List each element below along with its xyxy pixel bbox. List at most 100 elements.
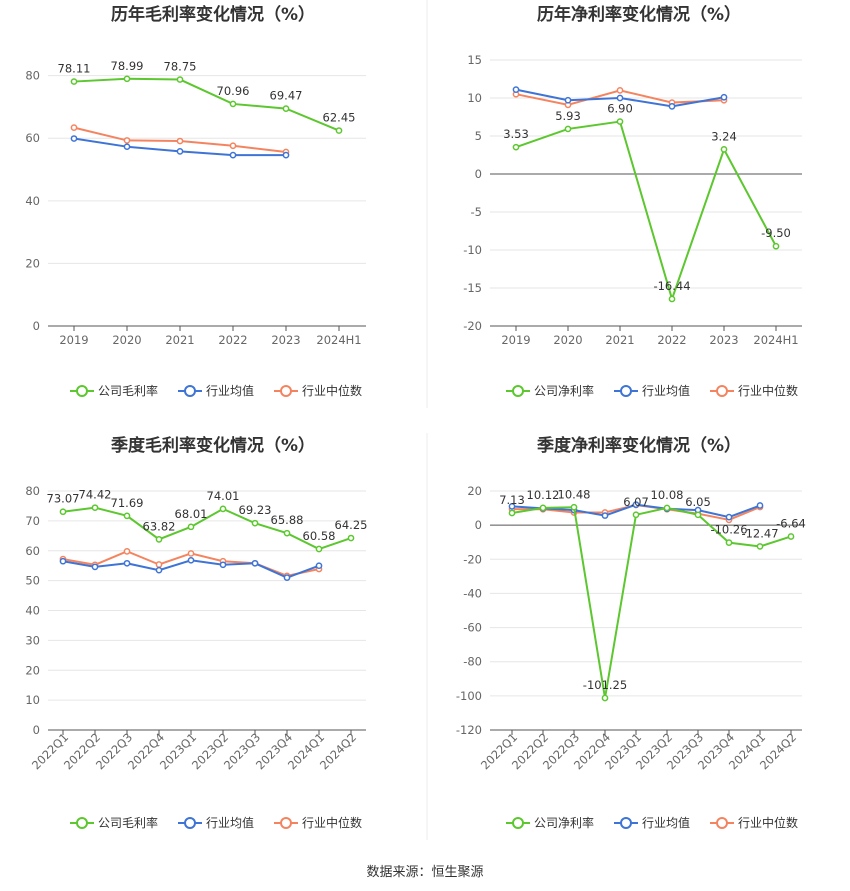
data-point <box>176 76 184 83</box>
y-tick-label: 60 <box>25 131 40 145</box>
data-point <box>123 75 131 83</box>
data-point <box>720 146 728 153</box>
data-label: 3.24 <box>711 129 737 143</box>
data-point <box>347 534 355 542</box>
data-label: 78.99 <box>111 59 144 73</box>
data-point <box>756 502 764 509</box>
data-point <box>512 143 520 151</box>
y-tick-label: 80 <box>25 484 40 498</box>
data-point <box>539 504 547 512</box>
data-point <box>632 511 640 519</box>
y-tick-label: -120 <box>456 723 482 737</box>
data-point <box>155 561 163 568</box>
y-tick-label: 10 <box>25 693 40 707</box>
legend-circle-marker <box>184 817 196 829</box>
data-source-note: 数据来源：恒生聚源 <box>366 865 483 880</box>
y-tick-label: 60 <box>25 544 40 558</box>
data-label: 10.08 <box>651 488 684 502</box>
legend-item: 公司净利率 <box>534 383 594 398</box>
y-tick-label: -60 <box>463 621 482 635</box>
chart-panel-4: 季度净利率变化情况（%）-120-100-80-60-40-200202022Q… <box>456 435 806 830</box>
data-label: 70.96 <box>217 84 250 98</box>
legend-circle-marker <box>716 817 728 829</box>
data-point <box>787 533 795 540</box>
data-point <box>564 125 572 133</box>
data-point <box>219 505 227 513</box>
y-tick-label: 0 <box>33 319 40 333</box>
chart-panel-3: 季度毛利率变化情况（%）010203040506070802022Q12022Q… <box>25 435 367 830</box>
data-point <box>123 559 131 567</box>
data-point <box>570 503 578 511</box>
data-point <box>187 550 195 557</box>
legend-item: 公司毛利率 <box>98 383 158 398</box>
series-line-company <box>515 120 777 303</box>
x-tick-label: 2023 <box>271 333 300 347</box>
legend-circle-marker <box>716 385 728 397</box>
data-point <box>601 694 609 702</box>
data-point <box>508 503 516 510</box>
series-line-company <box>511 506 792 699</box>
data-point <box>315 545 323 553</box>
y-tick-label: -15 <box>463 281 482 295</box>
data-point <box>123 137 131 144</box>
legend: 公司毛利率 行业均值 行业中位数 <box>70 815 362 830</box>
legend-circle-marker <box>620 817 632 829</box>
data-label: 69.23 <box>239 503 272 517</box>
x-tick-label: 2020 <box>553 333 582 347</box>
chart-title: 历年毛利率变化情况（%） <box>111 4 315 25</box>
legend-item: 公司净利率 <box>534 815 594 830</box>
x-tick-label: 2022 <box>218 333 247 347</box>
legend-item: 行业均值 <box>206 815 254 830</box>
x-tick-label: 2023 <box>709 333 738 347</box>
x-tick-label: 2021 <box>605 333 634 347</box>
chart-title: 历年净利率变化情况（%） <box>537 4 741 25</box>
y-tick-label: 20 <box>467 484 482 498</box>
data-point <box>564 96 572 104</box>
legend-item: 行业中位数 <box>738 815 798 830</box>
data-point <box>91 504 99 512</box>
legend-circle-marker <box>76 385 88 397</box>
y-tick-label: 50 <box>25 574 40 588</box>
data-label: 69.47 <box>270 89 303 103</box>
chart-panel-1: 历年毛利率变化情况（%） 0 20 40 60 80 2019 2020 2021 2022 202… <box>25 4 366 398</box>
chart-panel-2: 历年净利率变化情况（%） -20 -15 -10 -5 0 5 10 15 2019 2020 202… <box>463 4 802 398</box>
legend-item: 行业均值 <box>642 815 690 830</box>
data-point <box>155 535 163 543</box>
legend-circle-marker <box>512 817 524 829</box>
data-point <box>601 512 609 519</box>
data-label: 68.01 <box>175 507 208 521</box>
legend-circle-marker <box>620 385 632 397</box>
y-tick-label: -80 <box>463 655 482 669</box>
data-label: 63.82 <box>143 519 176 533</box>
y-tick-label: 5 <box>475 129 482 143</box>
data-label: 3.53 <box>503 127 529 141</box>
data-label: -16.44 <box>653 279 690 293</box>
legend-circle-marker <box>280 817 292 829</box>
x-tick-label: 2021 <box>165 333 194 347</box>
y-tick-label: -10 <box>463 243 482 257</box>
legend: 公司毛利率 行业均值 行业中位数 <box>70 383 362 398</box>
y-tick-label: 15 <box>467 53 482 67</box>
data-point <box>315 562 323 570</box>
data-point <box>694 511 702 519</box>
data-point <box>725 513 733 521</box>
data-point <box>663 504 671 512</box>
legend-circle-marker <box>512 385 524 397</box>
data-point <box>70 124 78 131</box>
x-tick-label: 2019 <box>59 333 88 347</box>
x-tick-label: 2024H1 <box>753 333 798 347</box>
data-point <box>251 559 259 567</box>
data-label: 71.69 <box>111 496 144 510</box>
data-point <box>123 512 131 520</box>
data-point <box>123 547 131 555</box>
y-tick-label: 80 <box>25 69 40 83</box>
y-tick-label: 20 <box>25 256 40 270</box>
data-label: 6.07 <box>623 495 649 509</box>
data-point <box>59 508 67 516</box>
legend-item: 行业中位数 <box>302 383 362 398</box>
data-point <box>283 574 291 581</box>
y-tick-label: 0 <box>475 167 482 181</box>
legend: 公司净利率 行业均值 行业中位数 <box>506 383 798 398</box>
data-label: 64.25 <box>335 518 368 532</box>
